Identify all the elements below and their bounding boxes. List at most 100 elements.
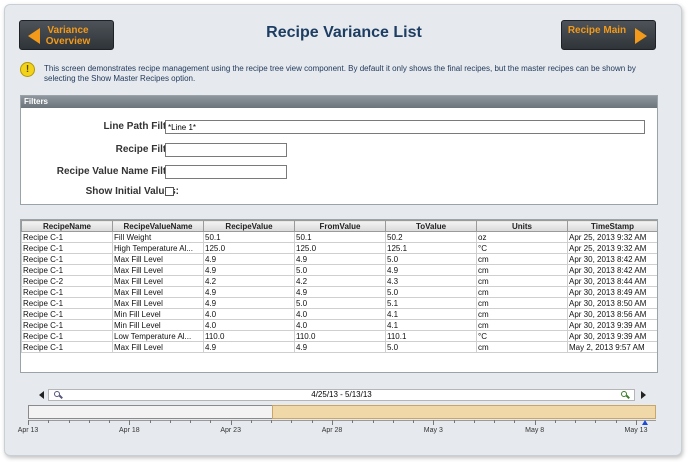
recipe-variance-table: RecipeName RecipeValueName RecipeValue F… [20, 219, 658, 373]
table-cell: cm [476, 286, 568, 298]
timeline-tick [109, 420, 111, 423]
table-cell: 50.1 [294, 231, 386, 243]
table-cell: 125.0 [294, 242, 386, 254]
timeline-tick [433, 420, 435, 425]
timeline-tick [129, 420, 131, 425]
recipe-value-name-filter-input[interactable] [165, 165, 287, 179]
column-header-tovalue[interactable]: ToValue [385, 220, 477, 232]
timeline-tick [169, 420, 171, 423]
current-date-marker-icon [642, 420, 648, 425]
column-header-recipevaluename[interactable]: RecipeValueName [112, 220, 204, 232]
table-row[interactable]: Recipe C-1 High Temperature Al... 125.0 125… [21, 242, 657, 254]
timeline-tick [615, 420, 617, 423]
table-cell: Max Fill Level [112, 253, 204, 265]
table-cell: 4.9 [203, 264, 295, 276]
table-cell: 125.1 [385, 242, 477, 254]
table-row[interactable]: Recipe C-1 Max Fill Level 4.9 4.9 5.0 cm May 2… [21, 341, 657, 353]
table-row[interactable]: Recipe C-1 Min Fill Level 4.0 4.0 4.1 cm Apr 3… [21, 319, 657, 331]
timeline-tick-label: Apr 18 [119, 427, 140, 434]
table-cell: 5.0 [385, 286, 477, 298]
table-cell: 4.0 [294, 319, 386, 331]
recipe-filter-input[interactable] [165, 143, 287, 157]
timeline-tick [28, 420, 29, 425]
info-icon: ! [20, 62, 35, 77]
table-cell: 5.0 [385, 253, 477, 265]
table-cell: Apr 30, 2013 8:42 AM [567, 253, 657, 265]
zoom-out-icon[interactable] [53, 390, 63, 400]
timeline-tick-label: Apr 13 [17, 427, 39, 434]
table-cell: Min Fill Level [112, 319, 204, 331]
column-header-fromvalue[interactable]: FromValue [294, 220, 386, 232]
table-row[interactable]: Recipe C-1 Max Fill Level 4.9 4.9 5.0 cm Apr 3… [21, 253, 657, 265]
column-header-units[interactable]: Units [476, 220, 568, 232]
timeline-tick [271, 420, 273, 423]
table-cell: 50.1 [203, 231, 295, 243]
table-cell: cm [476, 341, 568, 353]
page-description: This screen demonstrates recipe manageme… [44, 64, 636, 83]
table-cell: 4.0 [203, 308, 295, 320]
table-cell: Min Fill Level [112, 308, 204, 320]
table-row[interactable]: Recipe C-1 Max Fill Level 4.9 5.0 5.1 cm Apr 3… [21, 297, 657, 309]
table-cell: Recipe C-1 [21, 253, 113, 265]
table-cell: 110.0 [294, 330, 386, 342]
table-cell: Apr 25, 2013 9:32 AM [567, 242, 657, 254]
variance-overview-button[interactable]: Variance Overview [19, 20, 114, 50]
table-row[interactable]: Recipe C-1 Max Fill Level 4.9 4.9 5.0 cm Apr 3… [21, 286, 657, 298]
recipe-main-label: Recipe Main [567, 25, 627, 36]
timeline-tick [636, 420, 637, 425]
table-row[interactable]: Recipe C-2 Max Fill Level 4.2 4.2 4.3 cm Apr 3… [21, 275, 657, 287]
table-cell: cm [476, 308, 568, 320]
timeline-tick [352, 420, 354, 423]
table-cell: Fill Weight [112, 231, 204, 243]
column-header-recipevalue[interactable]: RecipeValue [203, 220, 295, 232]
table-cell: 4.9 [294, 253, 386, 265]
line-path-filter-input[interactable] [165, 120, 645, 134]
timeline-tick [575, 420, 577, 423]
timeline-tick [494, 420, 496, 423]
table-cell: 4.2 [294, 275, 386, 287]
table-cell: cm [476, 264, 568, 276]
table-cell: 4.9 [385, 264, 477, 276]
filters-panel: Filters Line Path Filter: Recipe Filter:… [20, 95, 658, 205]
table-row[interactable]: Recipe C-1 Low Temperature Al... 110.0 110.… [21, 330, 657, 342]
timeline-tick [210, 420, 212, 423]
timeline-scroll-left-icon[interactable] [39, 391, 44, 399]
table-cell: 4.0 [203, 319, 295, 331]
timeline-tick [291, 420, 293, 423]
table-row[interactable]: Recipe C-1 Fill Weight 50.1 50.1 50.2 oz Apr 2… [21, 231, 657, 243]
table-row[interactable]: Recipe C-1 Max Fill Level 4.9 5.0 4.9 cm Apr 3… [21, 264, 657, 276]
table-cell: 5.0 [294, 264, 386, 276]
table-row[interactable]: Recipe C-1 Min Fill Level 4.0 4.0 4.1 cm Apr 3… [21, 308, 657, 320]
table-cell: 5.1 [385, 297, 477, 309]
table-cell: 125.0 [203, 242, 295, 254]
table-cell: cm [476, 275, 568, 287]
table-cell: °C [476, 242, 568, 254]
recipe-main-button[interactable]: Recipe Main [561, 20, 656, 50]
table-cell: 110.1 [385, 330, 477, 342]
table-cell: 5.0 [385, 341, 477, 353]
table-cell: Recipe C-1 [21, 341, 113, 353]
table-cell: cm [476, 253, 568, 265]
page-title: Recipe Variance List [266, 24, 422, 41]
timeline-selection[interactable] [272, 405, 656, 419]
table-cell: 4.9 [203, 253, 295, 265]
table-cell: 4.3 [385, 275, 477, 287]
table-cell: Max Fill Level [112, 264, 204, 276]
timeline-axis [28, 420, 656, 421]
table-cell: °C [476, 330, 568, 342]
column-header-recipename[interactable]: RecipeName [21, 220, 113, 232]
table-cell: May 2, 2013 9:57 AM [567, 341, 657, 353]
table-cell: Apr 30, 2013 8:49 AM [567, 286, 657, 298]
timeline-tick [48, 420, 50, 423]
table-cell: Recipe C-1 [21, 264, 113, 276]
filters-header: Filters [21, 96, 657, 108]
show-initial-values-label: Show Initial Values: [85, 186, 179, 197]
column-header-timestamp[interactable]: TimeStamp [567, 220, 657, 232]
table-cell: Recipe C-1 [21, 330, 113, 342]
timeline-scroll-right-icon[interactable] [641, 391, 646, 399]
zoom-in-icon[interactable] [620, 390, 630, 400]
show-initial-values-checkbox[interactable] [165, 187, 174, 196]
timeline-tick [332, 420, 333, 425]
table-header-row: RecipeName RecipeValueName RecipeValue F… [21, 220, 657, 232]
timeline-tick-label: May 13 [624, 427, 648, 434]
